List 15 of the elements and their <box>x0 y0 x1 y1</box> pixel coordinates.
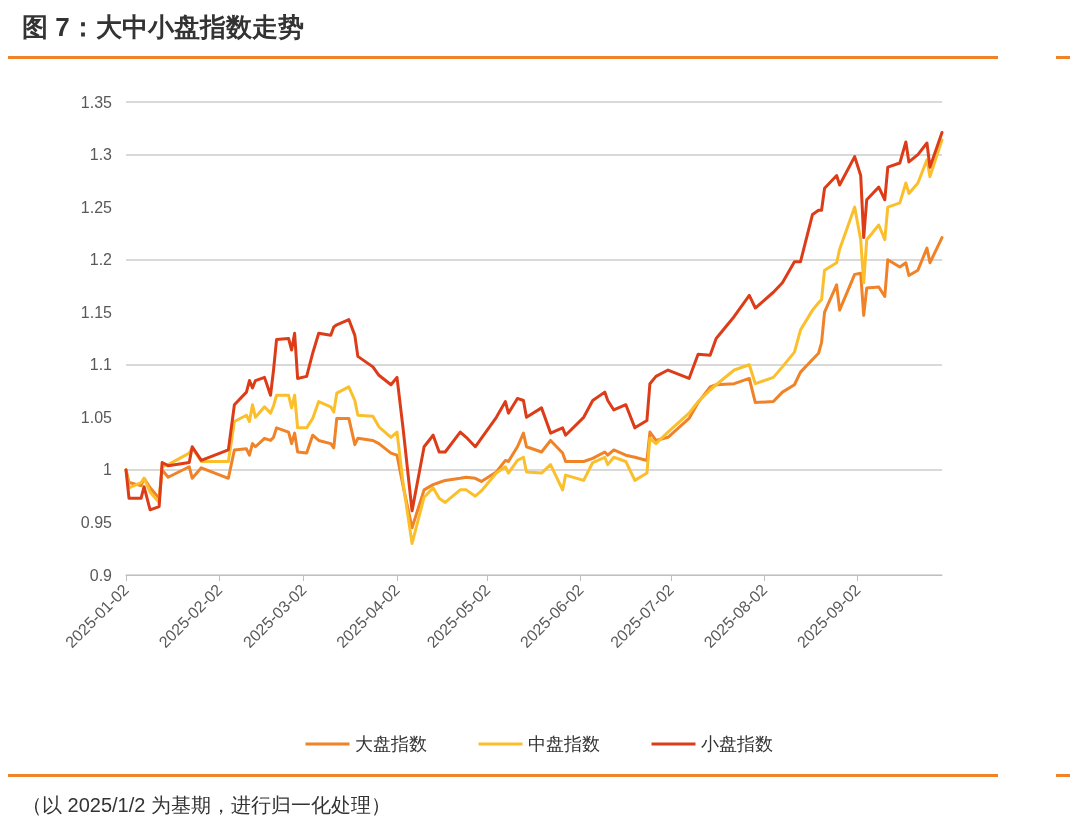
y-tick-label: 1.25 <box>80 198 113 216</box>
y-tick-label: 1.3 <box>89 146 113 164</box>
y-tick-label: 1 <box>103 461 113 479</box>
y-tick-label: 0.95 <box>80 513 113 531</box>
chart-title: 图 7：大中小盘指数走势 <box>22 11 304 44</box>
text: （以 2025/1/2 为基期，进行归一化处理） <box>22 793 391 818</box>
y-tick-label: 1.35 <box>80 93 113 111</box>
y-tick-label: 1.05 <box>80 408 113 426</box>
legend-label: 中盘指数 <box>527 734 600 754</box>
legend-label: 大盘指数 <box>354 734 427 754</box>
y-tick-label: 1.2 <box>89 251 113 269</box>
y-tick-label: 1.15 <box>80 303 113 321</box>
y-tick-label: 1.1 <box>89 356 113 374</box>
y-tick-label: 0.9 <box>89 566 113 584</box>
legend-label: 小盘指数 <box>700 734 773 754</box>
